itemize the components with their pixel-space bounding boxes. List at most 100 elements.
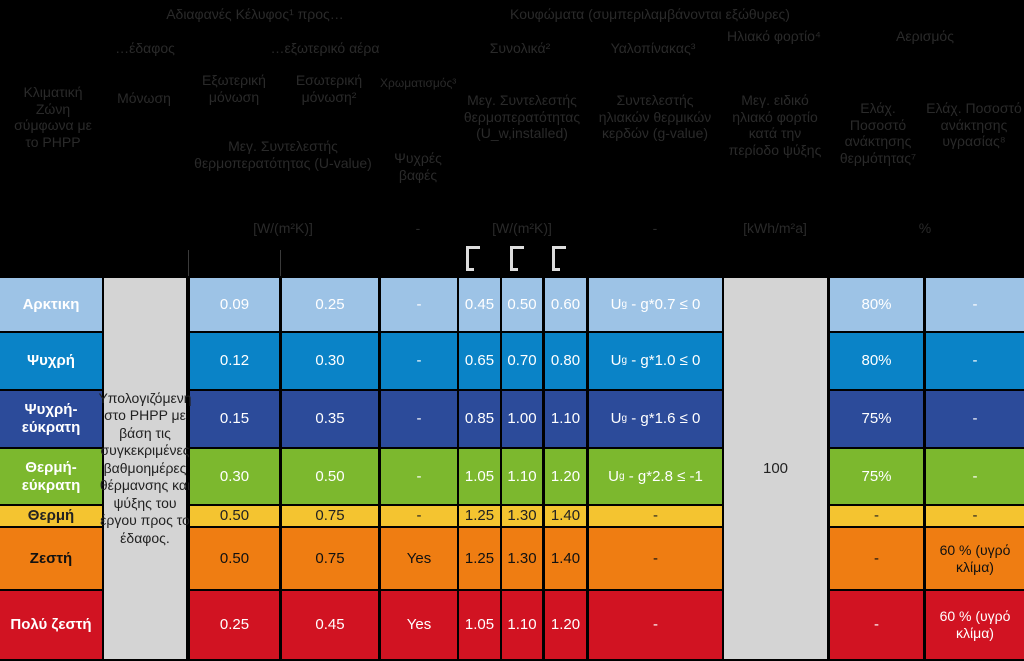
window-u-2: 1.30 (502, 528, 542, 589)
window-u-3: 0.80 (545, 333, 586, 389)
divider (280, 250, 281, 276)
unit-dash-2: - (652, 220, 658, 236)
ext-insulation-u: 0.50 (190, 506, 279, 526)
zone-name: Αρκτικη (0, 278, 102, 331)
heat-recovery: - (830, 591, 923, 659)
header-umax: Μεγ. Συντελεστής θερμοπερατότητας (U-val… (194, 138, 372, 171)
ground-calculation-note: Υπολογιζόμενη στο PHPP με βάση τις συγκε… (98, 278, 192, 659)
window-u-1: 1.25 (459, 528, 500, 589)
g-value-rule: - (589, 528, 722, 589)
ext-insulation-u: 0.30 (190, 449, 279, 504)
header-ground: …έδαφος (115, 40, 175, 56)
heat-recovery: 80% (830, 333, 923, 389)
header-insulation: Μόνωση (117, 90, 171, 106)
header-umax-window: Μεγ. Συντελεστής θερμοπερατότητας (U_w,i… (463, 92, 581, 142)
bracket-icon (466, 246, 480, 271)
humidity-recovery: - (926, 506, 1024, 526)
header-total: Συνολικά² (489, 40, 551, 56)
header-windows: Κουφώματα (συμπεριλαμβάνονται εξώθυρες) (510, 6, 790, 22)
heat-recovery: 75% (830, 449, 923, 504)
humidity-recovery: - (926, 449, 1024, 504)
window-u-2: 1.10 (502, 591, 542, 659)
header-solar-max: Μεγ. ειδικό ηλιακό φορτίο κατά την περίο… (728, 92, 822, 158)
cool-paint: Yes (381, 528, 457, 589)
cool-paint: - (381, 333, 457, 389)
header-heat-recovery: Ελάχ. Ποσοστό ανάκτησης θερμότητας⁷ (839, 100, 917, 166)
window-u-2: 1.30 (502, 506, 542, 526)
window-u-3: 0.60 (545, 278, 586, 331)
unit-uw: [W/(m²K)] (492, 220, 552, 236)
zone-name: Ψυχρή (0, 333, 102, 389)
solar-load-value: 100 (724, 278, 827, 659)
ext-insulation-u: 0.12 (190, 333, 279, 389)
cool-paint: - (381, 506, 457, 526)
zone-name: Πολύ ζεστή (0, 591, 102, 659)
window-u-3: 1.40 (545, 528, 586, 589)
window-u-2: 0.50 (502, 278, 542, 331)
int-insulation-u: 0.50 (282, 449, 378, 504)
bracket-icon (510, 246, 524, 271)
zone-name: Ζεστή (0, 528, 102, 589)
header-paint: Χρωματισμός³ (380, 76, 457, 90)
window-u-3: 1.20 (545, 591, 586, 659)
window-u-1: 0.45 (459, 278, 500, 331)
window-u-2: 0.70 (502, 333, 542, 389)
zone-name: Ψυχρή-εύκρατη (0, 391, 102, 447)
ext-insulation-u: 0.25 (190, 591, 279, 659)
bracket-icon (552, 246, 566, 271)
int-insulation-u: 0.75 (282, 528, 378, 589)
window-u-3: 1.10 (545, 391, 586, 447)
header-outside-air: …εξωτερικό αέρα (270, 40, 380, 56)
ext-insulation-u: 0.15 (190, 391, 279, 447)
cool-paint: Yes (381, 591, 457, 659)
window-u-3: 1.20 (545, 449, 586, 504)
window-u-1: 0.65 (459, 333, 500, 389)
header-ventilation: Αερισμός (896, 28, 954, 44)
header-climate-zone: Κλιματική Ζώνη σύμφωνα με το PHPP (14, 84, 92, 150)
int-insulation-u: 0.45 (282, 591, 378, 659)
cool-paint: - (381, 449, 457, 504)
heat-recovery: - (830, 506, 923, 526)
heat-recovery: - (830, 528, 923, 589)
int-insulation-u: 0.35 (282, 391, 378, 447)
header-ext-insulation: Εξωτερική μόνωση (202, 72, 266, 105)
header-humidity-recovery: Ελάχ. Ποσοστό ανάκτησης υγρασίας⁸ (926, 100, 1022, 150)
cool-paint: - (381, 278, 457, 331)
window-u-1: 1.05 (459, 449, 500, 504)
zone-name: Θερμή (0, 506, 102, 526)
window-u-1: 1.05 (459, 591, 500, 659)
unit-u: [W/(m²K)] (253, 220, 313, 236)
zone-name: Θερμή-εύκρατη (0, 449, 102, 504)
divider (188, 250, 189, 276)
window-u-2: 1.00 (502, 391, 542, 447)
header-solar-load: Ηλιακό φορτίο⁴ (727, 28, 821, 44)
header-glazing: Υαλοπίνακας³ (610, 40, 696, 56)
header-g-value: Συντελεστής ηλιακών θερμικών κερδών (g-v… (598, 92, 712, 142)
g-value-rule: - (589, 591, 722, 659)
int-insulation-u: 0.75 (282, 506, 378, 526)
humidity-recovery: 60 % (υγρό κλίμα) (926, 528, 1024, 589)
header-int-insulation: Εσωτερική μόνωση² (295, 72, 363, 105)
int-insulation-u: 0.30 (282, 333, 378, 389)
g-value-rule: - (589, 506, 722, 526)
humidity-recovery: - (926, 278, 1024, 331)
humidity-recovery: 60 % (υγρό κλίμα) (926, 591, 1024, 659)
humidity-recovery: - (926, 391, 1024, 447)
header-cool-colors: Ψυχρές βαφές (394, 150, 442, 183)
int-insulation-u: 0.25 (282, 278, 378, 331)
heat-recovery: 75% (830, 391, 923, 447)
unit-solar: [kWh/m²a] (743, 220, 807, 236)
unit-percent: % (918, 220, 932, 236)
window-u-3: 1.40 (545, 506, 586, 526)
ext-insulation-u: 0.09 (190, 278, 279, 331)
ext-insulation-u: 0.50 (190, 528, 279, 589)
window-u-1: 0.85 (459, 391, 500, 447)
unit-dash: - (415, 220, 421, 236)
cool-paint: - (381, 391, 457, 447)
window-u-2: 1.10 (502, 449, 542, 504)
heat-recovery: 80% (830, 278, 923, 331)
